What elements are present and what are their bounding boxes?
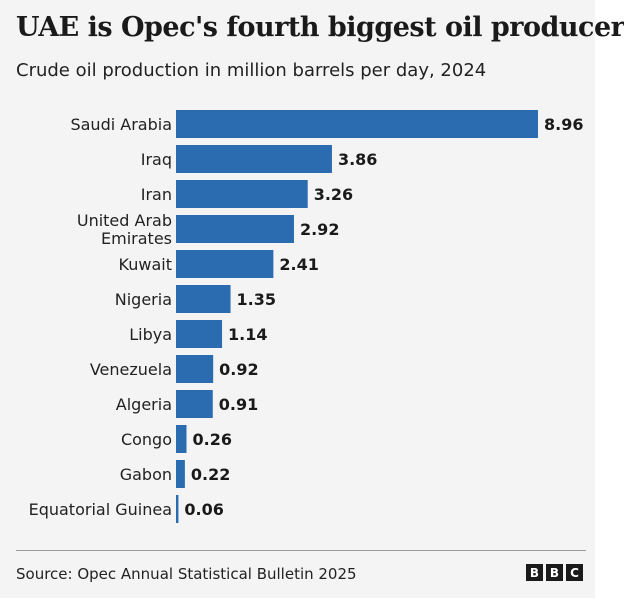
category-label: Nigeria [115, 290, 172, 309]
value-label: 1.35 [237, 290, 276, 309]
value-label: 0.91 [219, 395, 258, 414]
value-label: 1.14 [228, 325, 267, 344]
bar-nigeria [176, 285, 231, 313]
category-label: Gabon [120, 465, 172, 484]
category-label: Saudi Arabia [70, 115, 172, 134]
bar-equatorial-guinea [176, 495, 179, 523]
bar-kuwait [176, 250, 274, 278]
value-label: 0.92 [219, 360, 258, 379]
bar-algeria [176, 390, 213, 418]
category-label: Algeria [116, 395, 172, 414]
bbc-logo-letter: B [546, 564, 563, 581]
bar-venezuela [176, 355, 214, 383]
value-label: 2.41 [279, 255, 318, 274]
value-label: 8.96 [544, 115, 583, 134]
bar-gabon [176, 460, 185, 488]
value-label: 2.92 [300, 220, 339, 239]
category-label: Kuwait [119, 255, 172, 274]
bar-libya [176, 320, 223, 348]
category-label: United Arab Emirates [77, 211, 172, 248]
bar-iran [176, 180, 308, 208]
bar-chart: Saudi Arabia 8.96 Iraq 3.86 Iran 3.26 United A… [29, 110, 583, 523]
bar-congo [176, 425, 187, 453]
category-label: Iran [141, 185, 172, 204]
value-label: 0.06 [184, 500, 223, 519]
chart-title: UAE is Opec's fourth biggest oil produce… [16, 12, 624, 43]
bbc-logo-letter: C [566, 564, 583, 581]
category-label: Venezuela [90, 360, 172, 379]
bar-united-arab-emirates [176, 215, 294, 243]
source-note: Source: Opec Annual Statistical Bulletin… [16, 565, 357, 583]
bar-iraq [176, 145, 332, 173]
value-label: 0.22 [191, 465, 230, 484]
value-label: 0.26 [193, 430, 232, 449]
category-label: Equatorial Guinea [29, 500, 172, 519]
bbc-logo: B B C [526, 564, 583, 581]
category-label: Iraq [141, 150, 172, 169]
bar-saudi-arabia [176, 110, 538, 138]
value-label: 3.86 [338, 150, 377, 169]
category-label: Congo [121, 430, 172, 449]
value-label: 3.26 [314, 185, 353, 204]
footer-divider [16, 550, 586, 551]
bbc-logo-letter: B [526, 564, 543, 581]
category-label: Libya [129, 325, 172, 344]
chart-subtitle: Crude oil production in million barrels … [16, 60, 487, 81]
